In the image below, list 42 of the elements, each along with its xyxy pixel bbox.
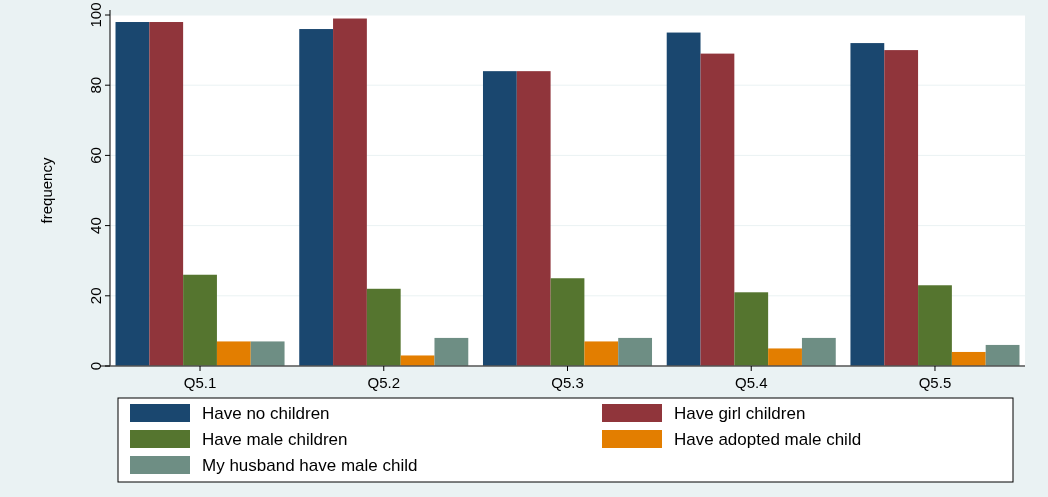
bar bbox=[434, 337, 469, 366]
bar bbox=[801, 337, 836, 366]
bar bbox=[115, 22, 150, 366]
bar bbox=[516, 71, 551, 366]
bar bbox=[734, 292, 769, 366]
y-tick-label: 20 bbox=[87, 287, 104, 305]
bar bbox=[183, 274, 217, 366]
bar bbox=[366, 288, 401, 366]
bar bbox=[482, 71, 517, 366]
legend-label: Have adopted male child bbox=[674, 430, 862, 449]
legend-label: Have girl children bbox=[674, 404, 806, 423]
bar bbox=[918, 285, 952, 366]
y-tick-label: 80 bbox=[87, 76, 104, 94]
bar bbox=[299, 29, 334, 366]
x-tick-label: Q5.3 bbox=[551, 374, 584, 391]
bar bbox=[550, 278, 585, 366]
y-tick-label: 60 bbox=[87, 147, 104, 164]
bar bbox=[216, 341, 251, 366]
bar bbox=[666, 32, 701, 366]
bar bbox=[985, 344, 1020, 366]
bar bbox=[884, 50, 919, 366]
legend-label: Have no children bbox=[202, 404, 330, 423]
bar bbox=[700, 53, 735, 366]
bar bbox=[768, 348, 802, 366]
bar bbox=[951, 351, 986, 366]
y-tick-label: 100 bbox=[87, 2, 104, 28]
x-tick-label: Q5.1 bbox=[183, 374, 217, 391]
bar bbox=[149, 22, 184, 366]
legend-label: Have male children bbox=[202, 430, 348, 449]
bar bbox=[333, 18, 367, 366]
bar bbox=[584, 341, 619, 366]
legend-label: My husband have male child bbox=[202, 456, 418, 475]
bar bbox=[250, 341, 285, 366]
y-tick-label: 40 bbox=[87, 217, 104, 234]
bar bbox=[618, 337, 653, 366]
bar bbox=[850, 43, 885, 366]
y-axis-title: frequency bbox=[38, 157, 55, 224]
x-tick-label: Q5.2 bbox=[367, 374, 401, 391]
x-tick-label: Q5.5 bbox=[918, 374, 952, 391]
bar bbox=[400, 355, 435, 366]
y-tick-label: 0 bbox=[87, 361, 104, 371]
x-tick-label: Q5.4 bbox=[734, 374, 768, 391]
